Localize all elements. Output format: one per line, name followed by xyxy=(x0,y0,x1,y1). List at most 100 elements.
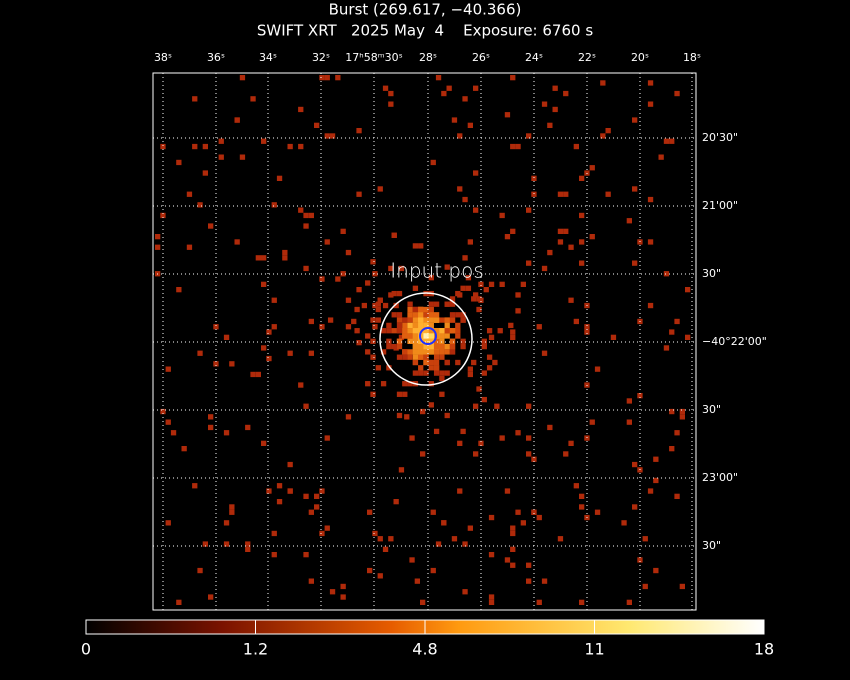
photon-pixel xyxy=(669,408,675,415)
photon-pixel xyxy=(444,317,450,323)
photon-pixel xyxy=(526,562,532,568)
photon-pixel xyxy=(520,281,526,287)
photon-pixel xyxy=(412,349,419,355)
photon-pixel xyxy=(335,75,341,81)
photon-pixel xyxy=(412,338,419,344)
photon-pixel xyxy=(647,101,654,107)
photon-pixel xyxy=(449,301,456,307)
photon-pixel xyxy=(632,186,638,192)
photon-pixel xyxy=(412,322,419,329)
photon-pixel xyxy=(433,428,440,435)
photon-pixel xyxy=(229,361,235,367)
photon-pixel xyxy=(412,243,419,249)
photon-pixel xyxy=(176,159,182,166)
photon-pixel xyxy=(674,493,680,499)
dec-label: 23'00" xyxy=(702,471,738,484)
photon-pixel xyxy=(418,365,424,371)
photon-pixel xyxy=(356,340,362,346)
photon-pixel xyxy=(365,333,371,339)
photon-pixel xyxy=(455,333,461,339)
photon-pixel xyxy=(208,223,214,229)
photon-pixel xyxy=(563,451,569,457)
photon-pixel xyxy=(412,306,419,313)
error-circle xyxy=(379,292,473,386)
photon-pixel xyxy=(449,343,456,350)
photon-pixel xyxy=(407,381,413,387)
photon-pixel xyxy=(473,451,479,457)
photon-pixel xyxy=(377,297,383,303)
photon-pixel xyxy=(223,334,230,340)
photon-pixel xyxy=(396,312,403,318)
photon-pixel xyxy=(176,287,182,293)
photon-pixel xyxy=(409,435,415,441)
photon-pixel xyxy=(229,509,235,515)
photon-pixel xyxy=(600,80,606,86)
photon-pixel xyxy=(245,546,251,552)
photon-pixel xyxy=(319,324,325,330)
photon-pixel xyxy=(526,451,532,457)
photon-pixel xyxy=(250,96,256,102)
photon-pixel xyxy=(515,292,521,298)
photon-pixel xyxy=(428,343,434,350)
photon-pixel xyxy=(365,280,371,286)
photon-pixel xyxy=(430,509,436,515)
photon-pixel xyxy=(418,370,424,376)
photon-pixel xyxy=(396,322,403,329)
photon-pixel xyxy=(370,354,376,360)
photon-pixel xyxy=(418,317,424,323)
photon-pixel xyxy=(377,186,383,192)
photon-pixel xyxy=(223,541,230,547)
photon-pixel xyxy=(626,599,632,605)
photon-pixel xyxy=(647,80,654,86)
photon-pixel xyxy=(407,301,413,307)
photon-pixel xyxy=(632,461,638,468)
photon-pixel xyxy=(552,85,558,91)
photon-pixel xyxy=(510,329,516,335)
photon-pixel xyxy=(245,541,251,547)
photon-pixel xyxy=(584,435,590,441)
photon-pixel xyxy=(573,318,579,325)
photon-pixel xyxy=(287,461,293,468)
photon-pixel xyxy=(303,212,309,219)
photon-pixel xyxy=(402,328,408,334)
photon-pixel xyxy=(476,296,482,302)
photon-pixel xyxy=(430,567,436,574)
photon-pixel xyxy=(441,90,447,97)
photon-pixel xyxy=(605,128,611,134)
photon-pixel xyxy=(391,232,397,238)
photon-pixel xyxy=(679,583,685,590)
coordinate-grid: 38ˢ 36ˢ 34ˢ 32ˢ 17ʰ58ᵐ30ˢ 28ˢ 26ˢ 24ˢ 22ˢ 20ˢ 18ˢ 2… xyxy=(153,51,767,610)
photon-pixel xyxy=(391,312,397,318)
ra-label: 18ˢ xyxy=(683,51,701,64)
photon-pixel xyxy=(449,328,456,334)
photon-pixel xyxy=(314,122,320,128)
photon-pixel xyxy=(647,302,654,309)
photon-pixel xyxy=(271,552,277,558)
photon-pixel xyxy=(541,578,548,584)
photon-pixel xyxy=(647,196,654,203)
photon-pixel xyxy=(261,281,267,287)
photon-pixel xyxy=(418,338,424,344)
photon-pixel xyxy=(473,85,479,91)
photon-pixel xyxy=(504,557,511,563)
photon-pixel xyxy=(393,302,399,309)
photon-pixel xyxy=(255,255,261,261)
photon-pixel xyxy=(455,359,461,366)
photon-pixel xyxy=(398,265,405,272)
photon-pixel xyxy=(460,338,466,344)
photon-pixel xyxy=(202,541,208,547)
photon-pixel xyxy=(287,143,293,150)
photon-pixel xyxy=(455,328,461,334)
photon-pixel xyxy=(208,594,214,600)
photon-pixel xyxy=(412,354,419,360)
photon-pixel xyxy=(303,223,309,229)
photon-pixel xyxy=(462,96,468,102)
colorbar-label: 1.2 xyxy=(243,640,268,659)
photon-pixel xyxy=(467,371,473,378)
photon-pixel xyxy=(473,170,479,176)
photon-pixel xyxy=(388,90,394,97)
photon-pixel xyxy=(621,520,627,526)
photon-pixel xyxy=(428,306,434,313)
photon-pixel xyxy=(396,328,403,334)
photon-pixel xyxy=(218,138,224,144)
